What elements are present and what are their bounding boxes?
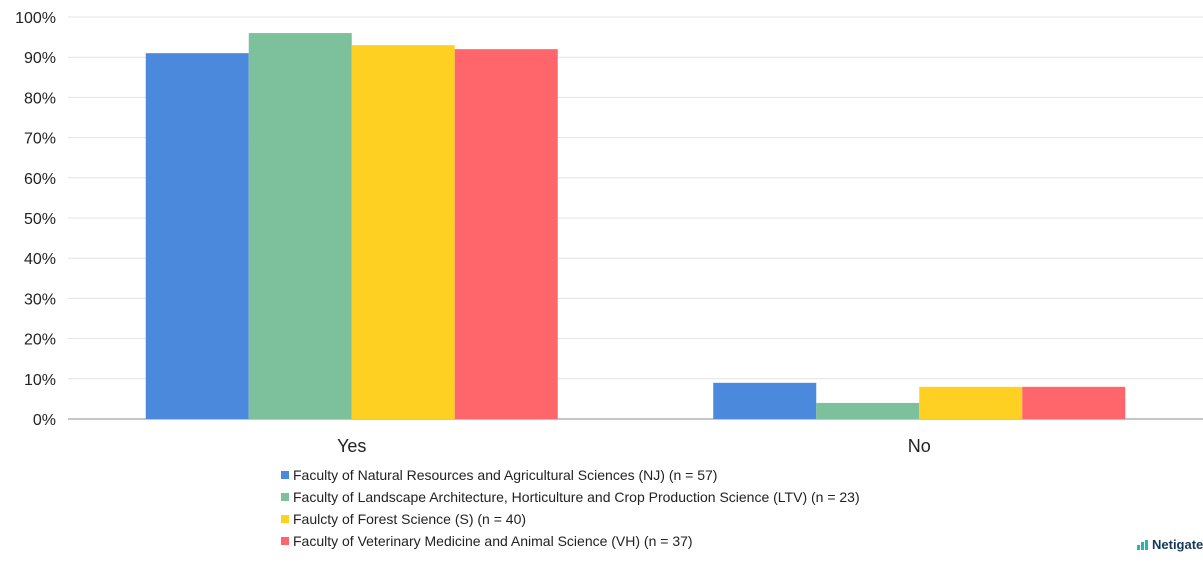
legend-label-ltv: Faculty of Landscape Architecture, Horti… (293, 489, 860, 505)
legend-label-s: Faulcty of Forest Science (S) (n = 40) (293, 511, 527, 527)
legend-swatch-nj (281, 471, 289, 479)
bar (713, 382, 817, 419)
y-tick-label: 60% (24, 171, 56, 188)
y-tick-label: 20% (24, 332, 56, 349)
y-tick-label: 0% (33, 412, 56, 429)
legend-swatch-vh (281, 537, 289, 545)
legend: Faculty of Natural Resources and Agricul… (281, 464, 860, 552)
bar (816, 402, 920, 419)
bar (145, 53, 249, 420)
legend-label-vh: Faculty of Veterinary Medicine and Anima… (293, 533, 693, 549)
bar (454, 49, 558, 419)
y-tick-label: 100% (15, 10, 56, 27)
y-tick-label: 30% (24, 291, 56, 308)
y-tick-label: 90% (24, 50, 56, 67)
category-label: No (908, 436, 931, 456)
legend-label-nj: Faculty of Natural Resources and Agricul… (293, 467, 718, 483)
legend-swatch-s (281, 515, 289, 523)
legend-swatch-ltv (281, 493, 289, 501)
y-tick-label: 40% (24, 251, 56, 268)
category-label: Yes (337, 436, 366, 456)
bar-chart-icon (1137, 539, 1149, 550)
bar (248, 33, 352, 419)
bar (351, 45, 455, 419)
brand-text: Netigate (1152, 537, 1203, 552)
legend-item-vh: Faculty of Veterinary Medicine and Anima… (281, 530, 860, 552)
legend-item-s: Faulcty of Forest Science (S) (n = 40) (281, 508, 860, 530)
legend-item-nj: Faculty of Natural Resources and Agricul… (281, 464, 860, 486)
legend-item-ltv: Faculty of Landscape Architecture, Horti… (281, 486, 860, 508)
bar (919, 386, 1023, 419)
y-tick-label: 80% (24, 90, 56, 107)
y-tick-label: 10% (24, 372, 56, 389)
y-tick-label: 50% (24, 211, 56, 228)
brand-logo: Netigate (1137, 537, 1203, 552)
y-tick-label: 70% (24, 131, 56, 148)
bar (1022, 386, 1126, 419)
